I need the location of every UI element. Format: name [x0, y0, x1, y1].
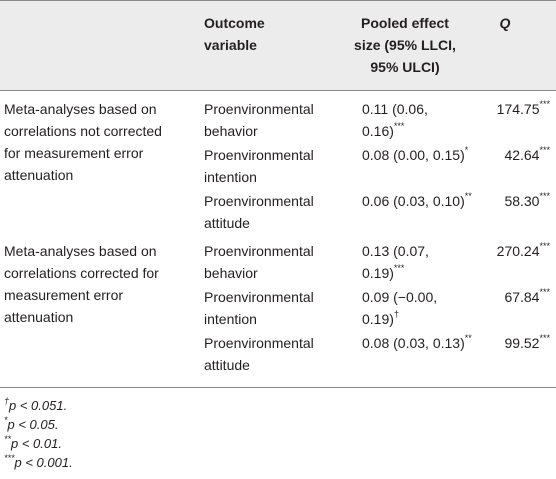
footnote-symbol: *: [4, 414, 8, 425]
significance-marker: ***: [393, 121, 405, 132]
outcome-line: intention: [204, 169, 257, 185]
header-outcome: Outcome variable: [204, 12, 265, 56]
table-header-band: [0, 0, 556, 91]
significance-marker: **: [464, 333, 472, 344]
group-label-line: correlations not corrected: [4, 123, 162, 139]
header-rule: [0, 90, 556, 91]
significance-marker: ***: [393, 263, 405, 274]
outcome-line: Proenvironmental: [204, 289, 314, 305]
outcome-line: behavior: [204, 123, 258, 139]
q-value: 42.64: [504, 147, 540, 163]
footnote-text: p < 0.051.: [9, 398, 68, 413]
effect-line: 0.13 (0.07,: [362, 243, 429, 259]
q-cell: 67.84***: [470, 286, 550, 308]
effect-cell: 0.06 (0.03, 0.10)**: [362, 190, 472, 212]
outcome-line: Proenvironmental: [204, 147, 314, 163]
effect-line: 0.16): [362, 123, 394, 139]
outcome-cell: Proenvironmental intention: [204, 144, 314, 188]
group-label-corrected: Meta-analyses based on correlations corr…: [4, 240, 159, 328]
significance-marker: †: [393, 309, 399, 320]
q-cell: 99.52***: [470, 332, 550, 354]
footnote-symbol: ***: [4, 452, 15, 463]
table-footnotes: †p < 0.051. *p < 0.05. **p < 0.01. ***p …: [4, 396, 73, 472]
significance-marker: ***: [539, 241, 550, 252]
q-cell: 42.64***: [470, 144, 550, 166]
outcome-cell: Proenvironmental behavior: [204, 98, 314, 142]
q-value: 67.84: [504, 289, 540, 305]
footnote: ***p < 0.001.: [4, 453, 73, 472]
header-effect-line2: size (95% LLCI,: [354, 37, 456, 53]
bottom-rule: [0, 387, 556, 388]
effect-cell: 0.08 (0.00, 0.15)*: [362, 144, 468, 166]
outcome-line: Proenvironmental: [204, 101, 314, 117]
effect-line: 0.11 (0.06,: [362, 101, 428, 117]
header-outcome-line2: variable: [204, 37, 257, 53]
significance-marker: ***: [539, 333, 550, 344]
outcome-line: attitude: [204, 357, 250, 373]
footnote: †p < 0.051.: [4, 396, 73, 415]
group-label-line: measurement error: [4, 287, 124, 303]
group-label-line: for measurement error: [4, 145, 144, 161]
q-cell: 270.24***: [470, 240, 550, 262]
outcome-cell: Proenvironmental intention: [204, 286, 314, 330]
outcome-line: Proenvironmental: [204, 193, 314, 209]
footnote-text: p < 0.001.: [14, 455, 73, 470]
outcome-line: Proenvironmental: [204, 243, 314, 259]
q-value: 270.24: [496, 243, 540, 259]
footnote: *p < 0.05.: [4, 415, 73, 434]
significance-marker: ***: [539, 145, 550, 156]
group-label-line: Meta-analyses based on: [4, 243, 157, 259]
q-cell: 58.30***: [470, 190, 550, 212]
footnote-symbol: **: [4, 433, 12, 444]
group-label-line: attenuation: [4, 309, 74, 325]
effect-cell: 0.13 (0.07, 0.19)***: [362, 240, 429, 284]
effect-line: 0.06 (0.03, 0.10): [362, 193, 465, 209]
group-label-line: attenuation: [4, 167, 74, 183]
effect-line: 0.19): [362, 265, 394, 281]
effect-line: 0.08 (0.03, 0.13): [362, 335, 465, 351]
effect-cell: 0.09 (−0.00, 0.19)†: [362, 286, 437, 330]
outcome-cell: Proenvironmental attitude: [204, 190, 314, 234]
outcome-line: behavior: [204, 265, 258, 281]
significance-marker: ***: [539, 99, 550, 110]
effect-line: 0.19): [362, 311, 394, 327]
outcome-line: intention: [204, 311, 257, 327]
group-label-line: correlations corrected for: [4, 265, 159, 281]
outcome-line: attitude: [204, 215, 250, 231]
footnote-symbol: †: [4, 395, 10, 406]
q-value: 58.30: [504, 193, 540, 209]
significance-marker: **: [464, 191, 472, 202]
outcome-cell: Proenvironmental attitude: [204, 332, 314, 376]
significance-marker: *: [464, 145, 469, 156]
header-effect-size: Pooled effect size (95% LLCI, 95% ULCI): [340, 12, 470, 78]
group-label-line: Meta-analyses based on: [4, 101, 157, 117]
outcome-cell: Proenvironmental behavior: [204, 240, 314, 284]
significance-marker: ***: [539, 191, 550, 202]
effect-line: 0.09 (−0.00,: [362, 289, 438, 305]
q-value: 99.52: [504, 335, 540, 351]
q-cell: 174.75***: [470, 98, 550, 120]
outcome-line: Proenvironmental: [204, 335, 314, 351]
header-effect-line3: 95% ULCI): [370, 59, 440, 75]
effect-cell: 0.08 (0.03, 0.13)**: [362, 332, 472, 354]
footnote-text: p < 0.01.: [11, 436, 62, 451]
footnote-text: p < 0.05.: [7, 417, 59, 432]
header-effect-line1: Pooled effect: [361, 15, 449, 31]
header-outcome-line1: Outcome: [204, 15, 265, 31]
effect-line: 0.08 (0.00, 0.15): [362, 147, 465, 163]
q-value: 174.75: [496, 101, 540, 117]
effect-cell: 0.11 (0.06, 0.16)***: [362, 98, 428, 142]
significance-marker: ***: [539, 287, 550, 298]
group-label-uncorrected: Meta-analyses based on correlations not …: [4, 98, 162, 186]
top-rule: [0, 0, 556, 1]
footnote: **p < 0.01.: [4, 434, 73, 453]
header-q: Q: [499, 15, 511, 31]
